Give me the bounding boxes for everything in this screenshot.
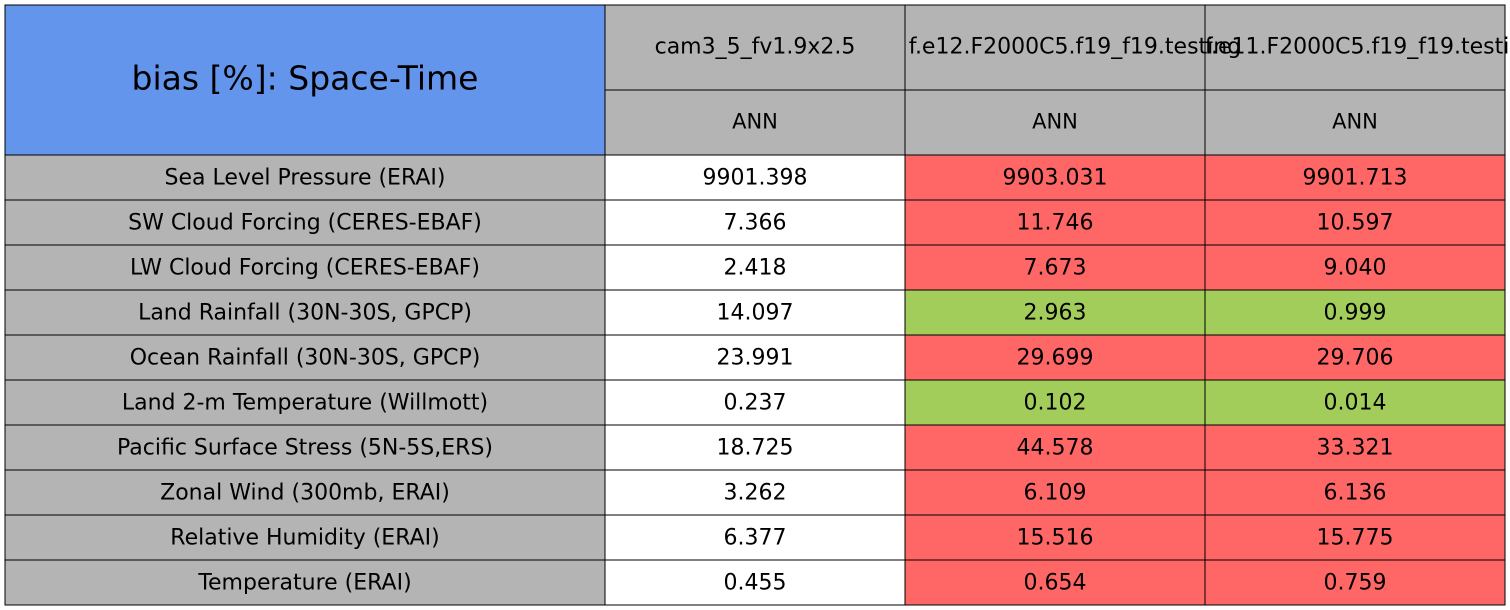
cell-value: 6.136 — [1324, 481, 1387, 506]
value-cell — [1204, 199, 1506, 246]
value-cell — [904, 244, 1206, 291]
value-cell — [1204, 514, 1506, 561]
cell-value: 2.963 — [1024, 301, 1087, 326]
cell-value: 11.746 — [1017, 211, 1094, 236]
cell-value: 29.699 — [1017, 346, 1094, 371]
cell-value: 15.775 — [1317, 526, 1394, 551]
value-cell — [904, 289, 1206, 336]
title-cell — [4, 4, 606, 156]
cell-value: 29.706 — [1317, 346, 1394, 371]
header-cell — [1204, 4, 1506, 91]
cell-value: 7.673 — [1024, 256, 1087, 281]
value-cell — [604, 244, 906, 291]
cell-value: 0.455 — [724, 571, 787, 596]
table-title: bias [%]: Space-Time — [132, 59, 479, 98]
column-subheader: ANN — [1032, 110, 1078, 134]
row-label: Zonal Wind (300mb, ERAI) — [160, 481, 450, 506]
column-subheader: ANN — [732, 110, 778, 134]
cell-value: 18.725 — [717, 436, 794, 461]
row-label-cell — [4, 199, 606, 246]
row-label-cell — [4, 469, 606, 516]
cell-value: 44.578 — [1017, 436, 1094, 461]
cell-value: 14.097 — [717, 301, 794, 326]
column-header: f.e12.F2000C5.f19_f19.testing — [909, 35, 1241, 60]
value-cell — [1204, 469, 1506, 516]
value-cell — [1204, 289, 1506, 336]
column-subheader: ANN — [1332, 110, 1378, 134]
cell-value: 6.109 — [1024, 481, 1087, 506]
cell-value: 15.516 — [1017, 526, 1094, 551]
value-cell — [904, 199, 1206, 246]
row-label: Land 2-m Temperature (Willmott) — [122, 391, 488, 416]
value-cell — [904, 469, 1206, 516]
row-label-cell — [4, 244, 606, 291]
value-cell — [1204, 379, 1506, 426]
subheader-cell — [604, 89, 906, 156]
column-header: cam3_5_fv1.9x2.5 — [655, 35, 856, 60]
cell-value: 0.654 — [1024, 571, 1087, 596]
row-label: Land Rainfall (30N-30S, GPCP) — [138, 301, 472, 326]
cell-value: 9.040 — [1324, 256, 1387, 281]
row-label: Relative Humidity (ERAI) — [170, 526, 439, 551]
cell-value: 9901.713 — [1303, 166, 1408, 191]
value-cell — [1204, 424, 1506, 471]
cell-value: 6.377 — [724, 526, 787, 551]
cell-value: 3.262 — [724, 481, 787, 506]
value-cell — [1204, 334, 1506, 381]
value-cell — [1204, 244, 1506, 291]
row-label: LW Cloud Forcing (CERES-EBAF) — [130, 256, 480, 281]
row-label-cell — [4, 154, 606, 201]
cell-value: 10.597 — [1317, 211, 1394, 236]
cell-value: 9903.031 — [1003, 166, 1108, 191]
row-label-cell — [4, 514, 606, 561]
cell-value: 0.014 — [1324, 391, 1387, 416]
cell-value: 0.759 — [1324, 571, 1387, 596]
value-cell — [904, 154, 1206, 201]
row-label-cell — [4, 379, 606, 426]
cell-value: 2.418 — [724, 256, 787, 281]
value-cell — [604, 469, 906, 516]
value-cell — [604, 334, 906, 381]
value-cell — [904, 559, 1206, 606]
value-cell — [604, 559, 906, 606]
value-cell — [904, 514, 1206, 561]
cell-value: 0.999 — [1324, 301, 1387, 326]
cell-value: 0.237 — [724, 391, 787, 416]
row-label: Ocean Rainfall (30N-30S, GPCP) — [130, 346, 481, 371]
row-label: SW Cloud Forcing (CERES-EBAF) — [128, 211, 482, 236]
cell-value: 23.991 — [717, 346, 794, 371]
row-label-cell — [4, 289, 606, 336]
cell-value: 9901.398 — [703, 166, 808, 191]
value-cell — [1204, 559, 1506, 606]
header-cell — [604, 4, 906, 91]
value-cell — [1204, 154, 1506, 201]
cell-value: 7.366 — [724, 211, 787, 236]
cell-value: 33.321 — [1317, 436, 1394, 461]
subheader-cell — [904, 89, 1206, 156]
value-cell — [604, 199, 906, 246]
header-cell — [904, 4, 1206, 91]
row-label: Temperature (ERAI) — [197, 571, 411, 596]
column-header: f.e11.F2000C5.f19_f19.testing- — [1205, 35, 1510, 60]
row-label: Sea Level Pressure (ERAI) — [165, 166, 446, 191]
value-cell — [604, 379, 906, 426]
cell-value: 0.102 — [1024, 391, 1087, 416]
row-label: Pacific Surface Stress (5N-5S,ERS) — [117, 436, 493, 461]
value-cell — [604, 289, 906, 336]
